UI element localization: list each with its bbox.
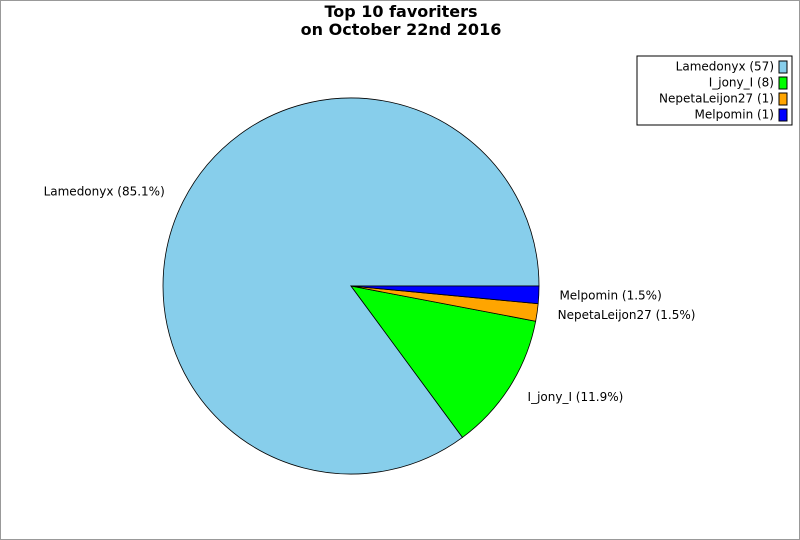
legend-label: I_jony_I (8): [709, 76, 774, 90]
legend-label: NepetaLeijon27 (1): [659, 92, 774, 106]
slice-label: Lamedonyx (85.1%): [44, 184, 165, 198]
pie-slice: [350, 285, 540, 305]
legend-swatch: [778, 60, 788, 74]
legend-box: [636, 55, 793, 126]
legend-label: Melpomin (1): [695, 108, 774, 122]
legend-label: Lamedonyx (57): [676, 60, 774, 74]
legend-swatch: [778, 92, 788, 106]
chart-title: Top 10 favoriters on October 22nd 2016: [300, 2, 502, 39]
pie-slice: [350, 285, 537, 438]
legend-swatch: [778, 76, 788, 90]
slice-label: I_jony_I (11.9%): [528, 390, 624, 404]
slice-label: NepetaLeijon27 (1.5%): [558, 308, 696, 322]
slice-label: Melpomin (1.5%): [559, 288, 661, 302]
legend-swatch: [778, 108, 788, 122]
